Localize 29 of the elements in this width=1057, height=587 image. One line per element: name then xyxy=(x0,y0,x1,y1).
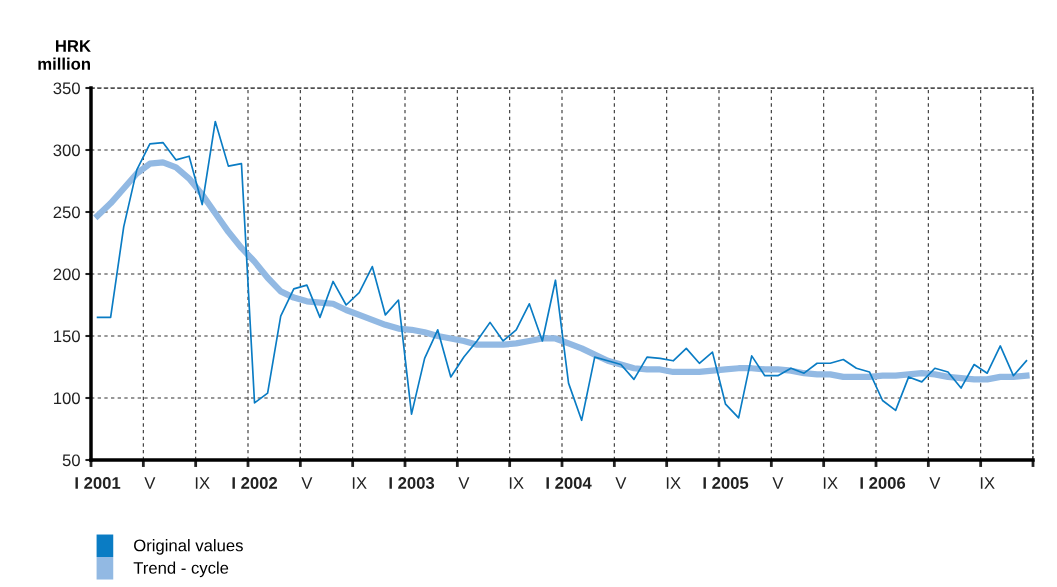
line-series xyxy=(96,120,1028,422)
x-tick-label: I 2002 xyxy=(232,477,278,489)
legend-label: Original values xyxy=(134,539,243,555)
x-tick-label: V xyxy=(301,477,313,489)
y-axis-title: HRK million xyxy=(38,40,91,70)
y-tick-label: 100 xyxy=(54,392,80,405)
y-tick-label: 350 xyxy=(53,82,80,95)
y-tick-label: 300 xyxy=(53,144,80,157)
x-tick-label: I 2001 xyxy=(75,477,121,489)
x-tick-label: V xyxy=(458,477,470,489)
x-tick-label: V xyxy=(615,477,627,489)
x-tick-label: IX xyxy=(352,477,367,489)
x-tick-label: I 2005 xyxy=(703,477,749,489)
legend-label: Trend - cycle xyxy=(133,561,229,578)
x-tick-label: IX xyxy=(823,477,838,489)
x-tick-label: I 2004 xyxy=(546,477,592,489)
x-tick-label: I 2006 xyxy=(860,477,906,489)
y-tick-label: 50 xyxy=(62,454,80,467)
y-tick-label: 250 xyxy=(53,206,80,219)
x-tick-label: I 2003 xyxy=(389,477,435,489)
x-tick-label: V xyxy=(772,477,784,489)
y-tick-label: 200 xyxy=(53,268,80,281)
x-tick-label: IX xyxy=(195,477,210,489)
x-tick-label: IX xyxy=(509,477,524,489)
x-tick-label: V xyxy=(144,477,156,489)
y-tick-label: 150 xyxy=(54,330,80,343)
x-tick-label: IX xyxy=(666,477,681,489)
x-tick-label: IX xyxy=(980,477,995,489)
x-tick-label: V xyxy=(929,477,941,489)
